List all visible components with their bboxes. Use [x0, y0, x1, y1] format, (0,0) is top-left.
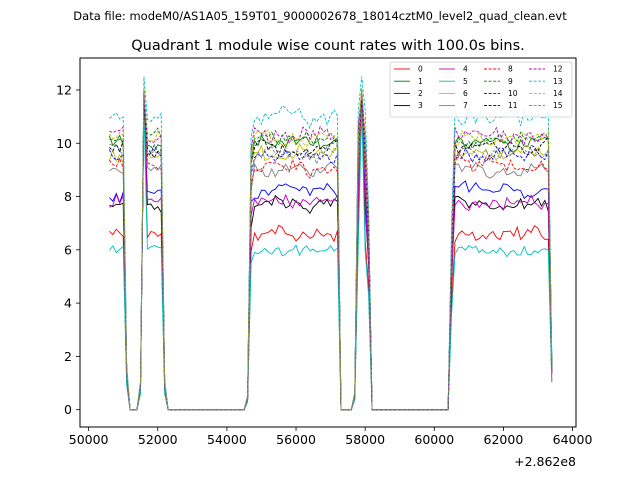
y-tick-label: 8 [64, 189, 72, 204]
x-tick-label: 56000 [276, 432, 316, 447]
legend-label-7: 7 [463, 101, 468, 110]
legend-label-11: 11 [508, 101, 518, 110]
legend-label-2: 2 [418, 89, 423, 98]
x-tick-label: 60000 [414, 432, 454, 447]
series-line-8 [109, 97, 553, 411]
series-line-13 [109, 76, 553, 411]
legend-label-3: 3 [418, 101, 423, 110]
legend-label-1: 1 [418, 77, 423, 86]
y-tick-label: 10 [56, 136, 72, 151]
legend-label-6: 6 [463, 89, 468, 98]
x-tick-label: 52000 [138, 432, 178, 447]
series-line-10 [108, 95, 553, 411]
legend-label-5: 5 [463, 77, 468, 86]
chart-title: Quadrant 1 module wise count rates with … [131, 38, 525, 54]
series-line-7 [109, 100, 553, 411]
legend-label-4: 4 [463, 65, 468, 74]
x-tick-label: 50000 [69, 432, 109, 447]
legend-label-15: 15 [553, 101, 563, 110]
chart-suptitle: Data file: modeM0/AS1A05_159T01_90000026… [73, 9, 567, 23]
y-tick-label: 6 [64, 242, 72, 257]
legend-box [389, 61, 573, 118]
legend-label-9: 9 [508, 77, 513, 86]
y-tick-label: 2 [64, 349, 72, 364]
plot-area [108, 76, 553, 411]
plot-frame [79, 57, 577, 428]
series-line-1 [108, 89, 553, 411]
y-axis: 0 2 4 6 8 10 12 [56, 82, 80, 417]
x-tick-label: 64000 [553, 432, 593, 447]
x-tick-label: 62000 [484, 432, 524, 447]
series-line-12 [109, 92, 553, 411]
x-offset-label: +2.862e8 [514, 454, 576, 469]
x-tick-label: 58000 [345, 432, 385, 447]
series-line-15 [109, 92, 553, 411]
series-line-2 [109, 100, 553, 411]
y-tick-label: 4 [64, 296, 72, 311]
y-tick-label: 12 [56, 82, 72, 97]
x-axis: 50000 52000 54000 56000 58000 60000 62000 64000 [69, 427, 593, 447]
legend-label-10: 10 [508, 89, 518, 98]
x-tick-label: 54000 [207, 432, 247, 447]
legend-label-8: 8 [508, 65, 513, 74]
series-line-6 [108, 92, 553, 411]
legend-label-13: 13 [553, 77, 563, 86]
y-tick-label: 0 [64, 402, 72, 417]
legend-label-0: 0 [418, 65, 423, 74]
series-line-4 [109, 100, 553, 411]
legend-label-12: 12 [553, 65, 563, 74]
series-line-3 [109, 105, 553, 411]
series-line-5 [109, 108, 553, 411]
series-line-11 [109, 97, 553, 411]
legend-label-14: 14 [553, 89, 563, 98]
